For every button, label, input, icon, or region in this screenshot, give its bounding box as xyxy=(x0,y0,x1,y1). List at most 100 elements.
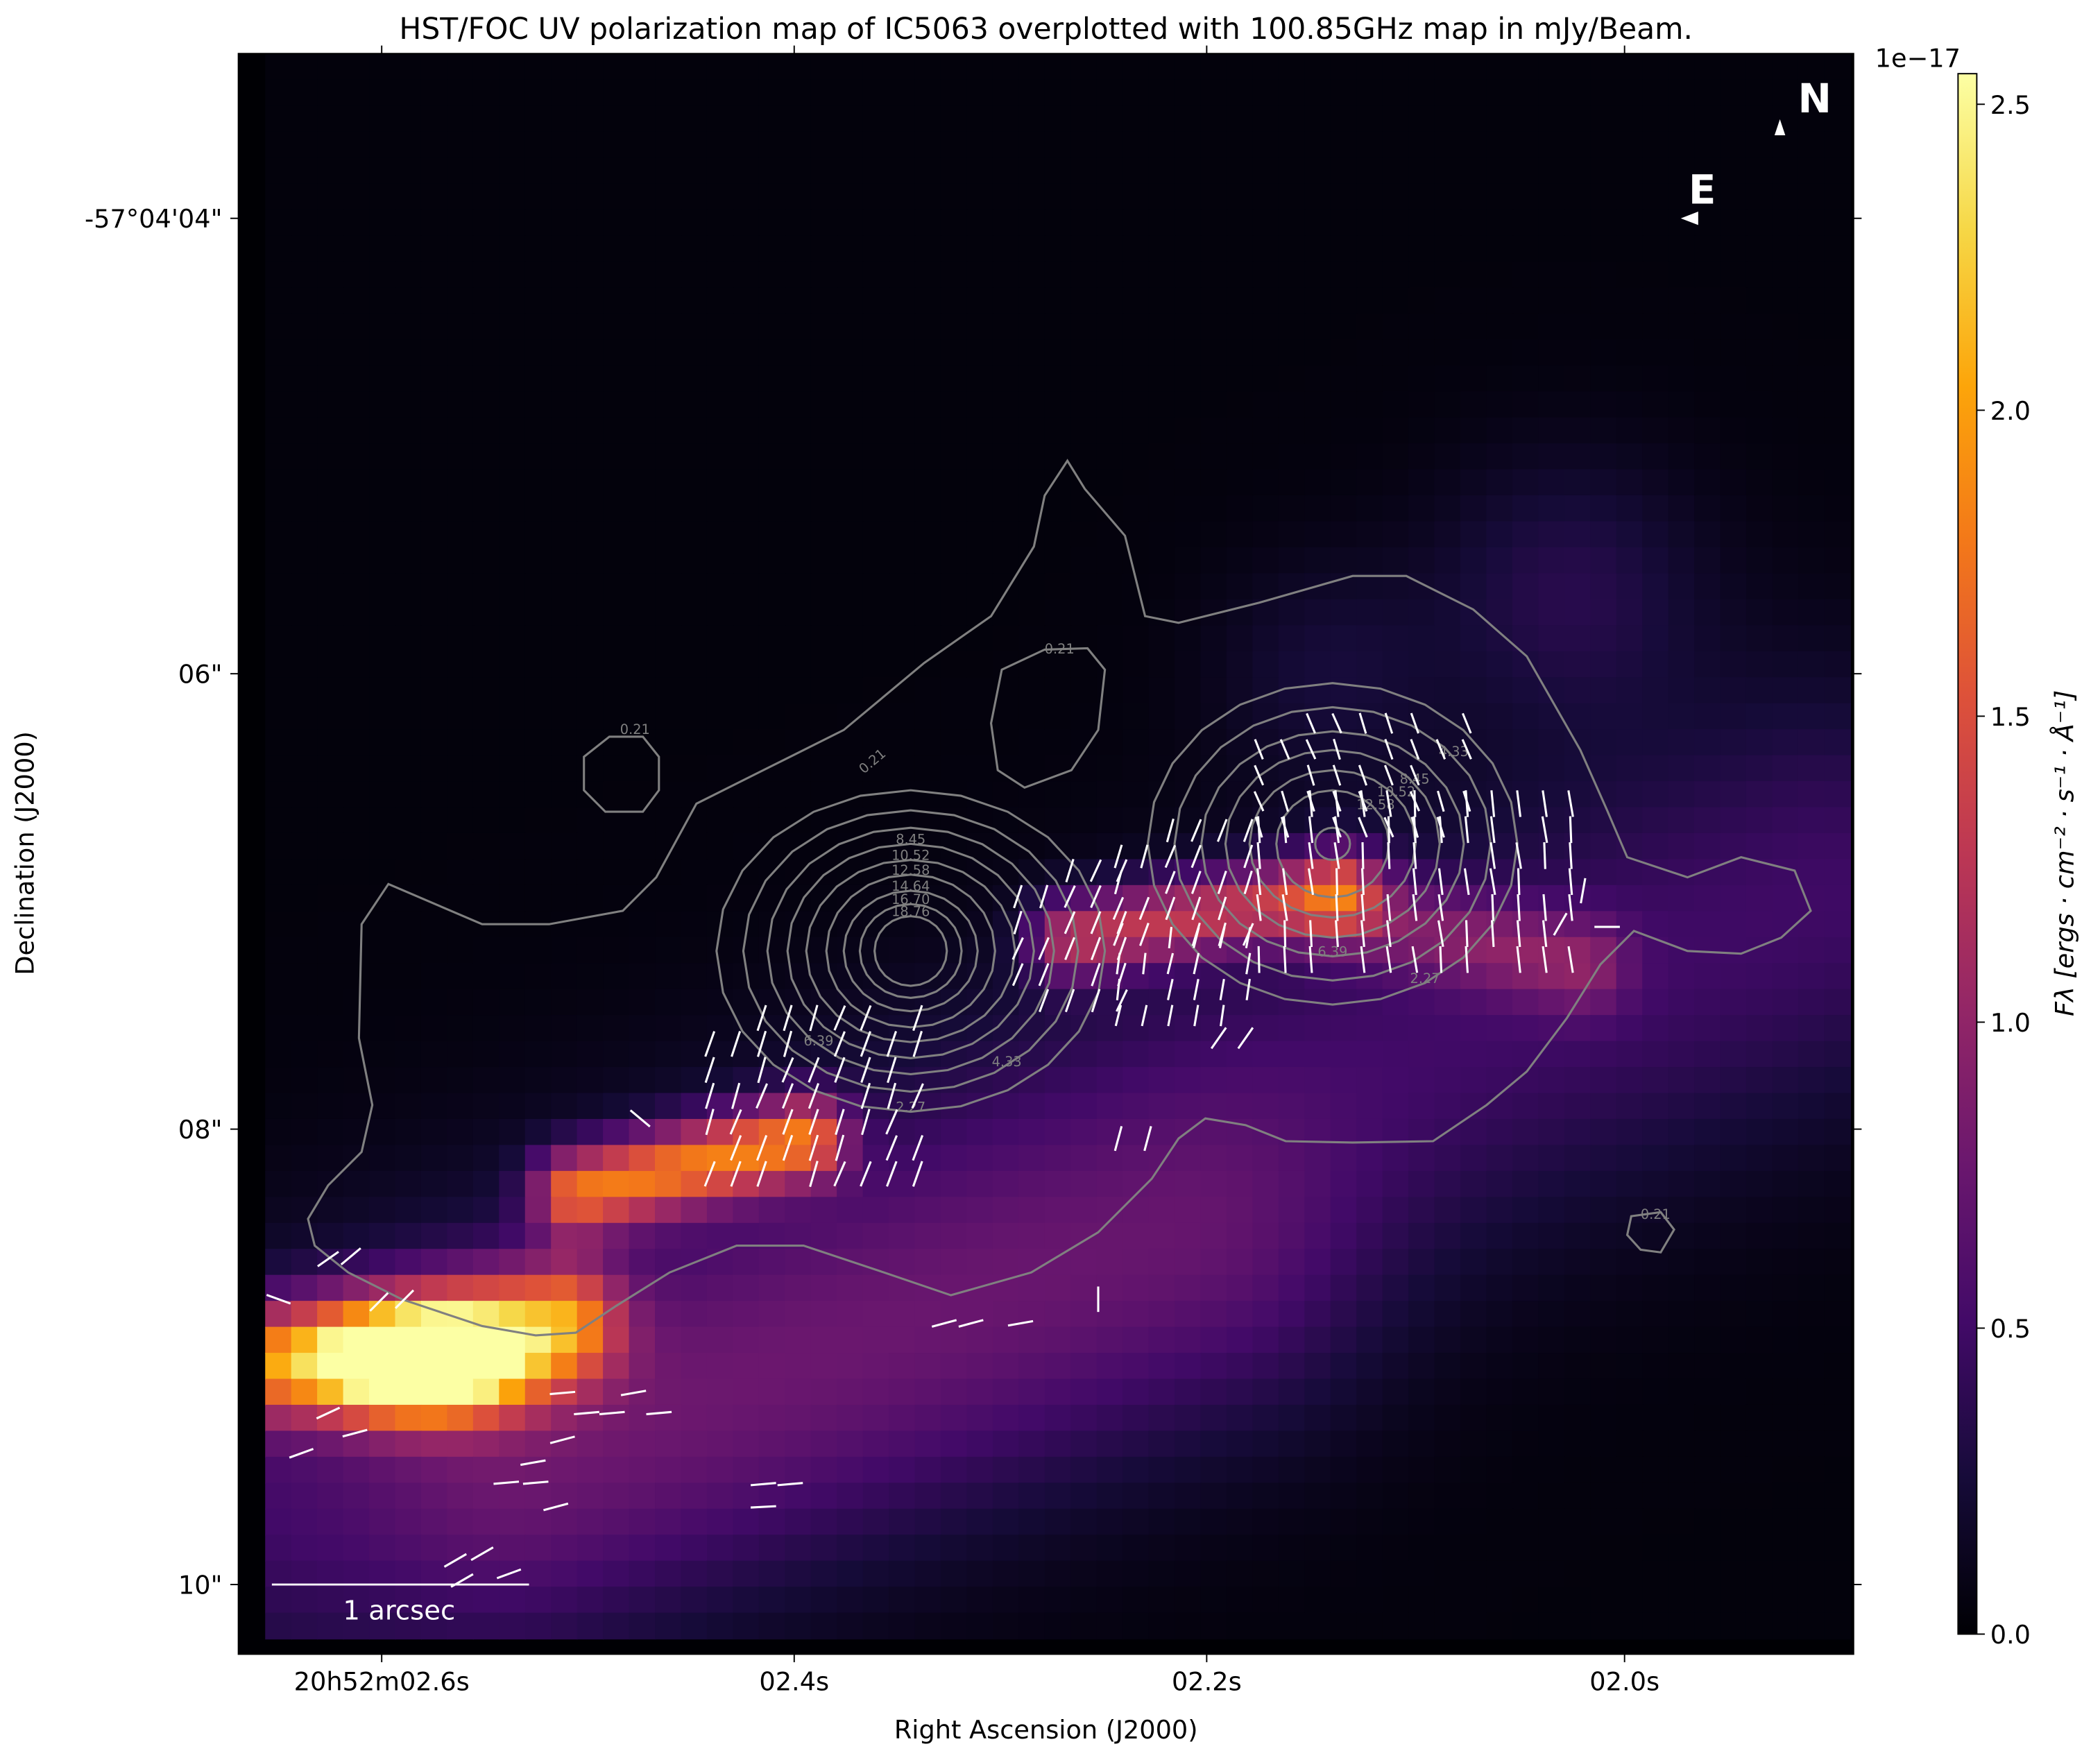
heatmap-cell xyxy=(1122,963,1150,990)
heatmap-cell xyxy=(1642,1326,1669,1354)
heatmap-cell xyxy=(1330,1170,1358,1198)
east-arrow-icon xyxy=(1680,212,1698,225)
heatmap-cell xyxy=(733,131,760,159)
heatmap-cell xyxy=(1200,1612,1228,1640)
heatmap-cell xyxy=(577,1093,604,1120)
heatmap-cell xyxy=(577,1587,604,1614)
heatmap-cell xyxy=(706,1456,734,1484)
heatmap-cell xyxy=(472,53,500,80)
heatmap-cell xyxy=(1070,417,1098,445)
heatmap-cell xyxy=(655,625,682,652)
heatmap-cell xyxy=(1018,703,1045,731)
heatmap-cell xyxy=(1200,1274,1228,1302)
heatmap-cell xyxy=(1720,677,1748,704)
heatmap-cell xyxy=(577,417,604,445)
heatmap-cell xyxy=(369,989,396,1016)
heatmap-cell xyxy=(1148,625,1176,652)
heatmap-cell xyxy=(420,547,448,574)
heatmap-cell xyxy=(837,495,864,522)
heatmap-cell xyxy=(1616,1326,1644,1354)
heatmap-cell xyxy=(1642,1197,1669,1224)
heatmap-cell xyxy=(1226,599,1254,626)
heatmap-cell xyxy=(420,781,448,808)
heatmap-cell xyxy=(810,469,838,497)
heatmap-cell xyxy=(1512,755,1539,783)
heatmap-cell xyxy=(499,1378,526,1406)
heatmap-cell xyxy=(889,365,916,393)
heatmap-cell xyxy=(420,989,448,1016)
polarization-vector xyxy=(730,1161,742,1187)
heatmap-cell xyxy=(1122,53,1150,80)
heatmap-cell xyxy=(1538,599,1565,626)
heatmap-cell xyxy=(577,469,604,497)
heatmap-cell xyxy=(1200,469,1228,497)
contour-label: 8.45 xyxy=(1400,771,1430,787)
heatmap-cell xyxy=(499,313,526,341)
heatmap-cell xyxy=(1330,209,1358,237)
polarization-vector xyxy=(394,1289,415,1309)
heatmap-cell xyxy=(1772,1378,1800,1406)
heatmap-cell xyxy=(317,131,344,159)
heatmap-cell xyxy=(862,521,890,549)
heatmap-cell xyxy=(810,313,838,341)
heatmap-cell xyxy=(810,573,838,600)
heatmap-cell xyxy=(1564,1301,1591,1328)
heatmap-cell xyxy=(940,235,968,263)
heatmap-cell xyxy=(1096,1353,1124,1380)
heatmap-cell xyxy=(1590,1249,1617,1276)
heatmap-cell xyxy=(1798,339,1825,366)
heatmap-cell xyxy=(1070,261,1098,289)
heatmap-cell xyxy=(472,625,500,652)
heatmap-cell xyxy=(291,677,318,704)
heatmap-cell xyxy=(447,105,475,133)
heatmap-cell xyxy=(420,1170,448,1198)
heatmap-cell xyxy=(1252,157,1279,185)
heatmap-cell xyxy=(810,937,838,964)
heatmap-cell xyxy=(1745,729,1773,756)
heatmap-cell xyxy=(472,729,500,756)
heatmap-cell xyxy=(1356,1560,1383,1588)
heatmap-cell xyxy=(862,417,890,445)
heatmap-cell xyxy=(914,1430,942,1458)
heatmap-cell xyxy=(1668,1067,1696,1094)
heatmap-cell xyxy=(1460,157,1487,185)
heatmap-cell xyxy=(1408,1301,1435,1328)
heatmap-cell xyxy=(914,911,942,938)
heatmap-cell xyxy=(681,1378,708,1406)
heatmap-cell xyxy=(1226,339,1254,366)
heatmap-cell xyxy=(1460,131,1487,159)
heatmap-cell xyxy=(1070,339,1098,366)
heatmap-cell xyxy=(1148,1378,1176,1406)
heatmap-cell xyxy=(785,1274,812,1302)
heatmap-cell xyxy=(889,1170,916,1198)
heatmap-cell xyxy=(369,832,396,860)
heatmap-cell xyxy=(758,755,786,783)
heatmap-cell xyxy=(472,1041,500,1068)
heatmap-cell xyxy=(1564,1430,1591,1458)
polarization-vector xyxy=(1462,790,1471,812)
polarization-vector xyxy=(1332,817,1342,838)
heatmap-cell xyxy=(837,755,864,783)
heatmap-cell xyxy=(1642,989,1669,1016)
heatmap-cell xyxy=(577,989,604,1016)
heatmap-cell xyxy=(524,1145,552,1172)
heatmap-cell xyxy=(681,183,708,211)
heatmap-cell xyxy=(1486,1535,1514,1562)
heatmap-cell xyxy=(551,1404,578,1432)
heatmap-cell xyxy=(1590,625,1617,652)
heatmap-cell xyxy=(317,339,344,366)
heatmap-cell xyxy=(1486,989,1514,1016)
heatmap-cell xyxy=(1148,261,1176,289)
heatmap-cell xyxy=(395,521,422,549)
heatmap-cell xyxy=(551,781,578,808)
heatmap-cell xyxy=(1044,261,1072,289)
heatmap-cell xyxy=(655,989,682,1016)
heatmap-cell xyxy=(940,365,968,393)
heatmap-cell xyxy=(343,1535,370,1562)
heatmap-cell xyxy=(1252,365,1279,393)
heatmap-cell xyxy=(1122,105,1150,133)
heatmap-cell xyxy=(369,1378,396,1406)
heatmap-cell xyxy=(1616,79,1644,107)
heatmap-cell xyxy=(1512,495,1539,522)
heatmap-cell xyxy=(447,859,475,886)
